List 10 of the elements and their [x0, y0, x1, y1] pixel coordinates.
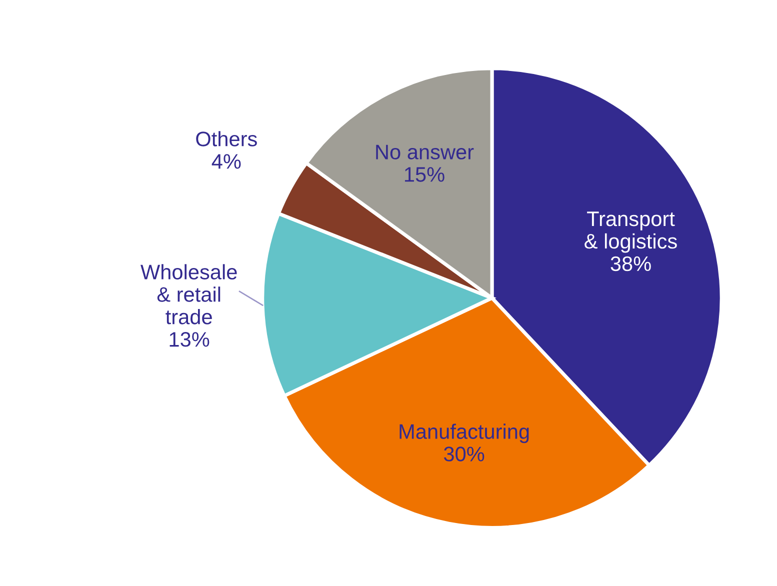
- slice-label: No answer: [376, 144, 474, 160]
- data-label: 15%: [404, 167, 444, 182]
- data-label: 30%: [444, 446, 484, 462]
- data-label: 38%: [610, 256, 651, 272]
- slice-label: Others: [196, 131, 257, 146]
- slice-label: Wholesale & retail trade: [140, 264, 237, 324]
- slice-label: Manufacturing: [400, 424, 529, 444]
- slice-label: Transport & logistics: [584, 212, 677, 253]
- data-label: 13%: [170, 332, 210, 347]
- data-label: 4%: [212, 154, 241, 169]
